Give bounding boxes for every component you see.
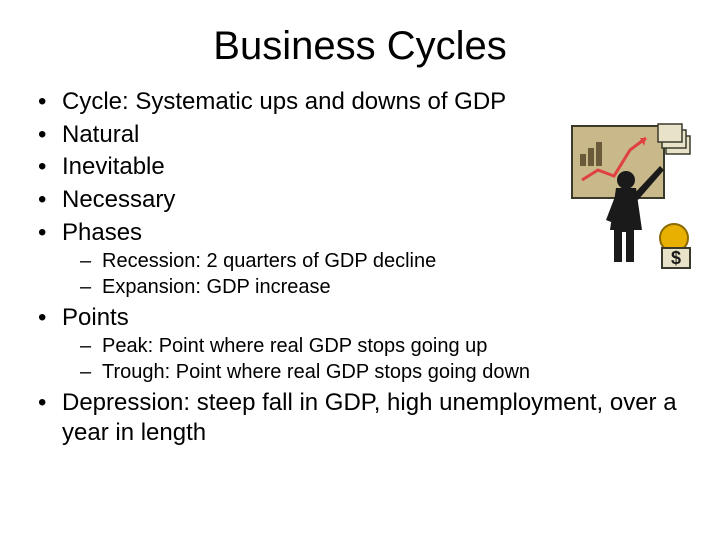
bullet-text: Points <box>62 304 129 331</box>
bullet-text: Inevitable <box>62 153 165 180</box>
bullet-text: Natural <box>62 121 139 148</box>
bullet-item: Points Peak: Point where real GDP stops … <box>34 303 686 386</box>
svg-text:$: $ <box>671 248 681 268</box>
bullet-text: Phases <box>62 219 142 246</box>
businessman-chart-clipart: $ <box>564 120 694 270</box>
bullet-item: Cycle: Systematic ups and downs of GDP <box>34 87 686 118</box>
sub-bullet-text: Trough: Point where real GDP stops going… <box>102 361 530 383</box>
sub-bullet-text: Peak: Point where real GDP stops going u… <box>102 335 487 357</box>
sub-bullet-list: Peak: Point where real GDP stops going u… <box>62 334 686 386</box>
sub-bullet-item: Expansion: GDP increase <box>80 275 686 301</box>
bullet-text: Necessary <box>62 186 175 213</box>
slide: Business Cycles Cycle: Systematic ups an… <box>0 0 720 471</box>
bullet-item: Depression: steep fall in GDP, high unem… <box>34 388 686 449</box>
sub-bullet-text: Expansion: GDP increase <box>102 276 331 298</box>
slide-title: Business Cycles <box>34 24 686 69</box>
bullet-text: Depression: steep fall in GDP, high unem… <box>62 389 677 447</box>
sub-bullet-item: Peak: Point where real GDP stops going u… <box>80 334 686 360</box>
sub-bullet-item: Trough: Point where real GDP stops going… <box>80 360 686 386</box>
sub-bullet-text: Recession: 2 quarters of GDP decline <box>102 250 436 272</box>
bullet-text: Cycle: Systematic ups and downs of GDP <box>62 88 506 115</box>
